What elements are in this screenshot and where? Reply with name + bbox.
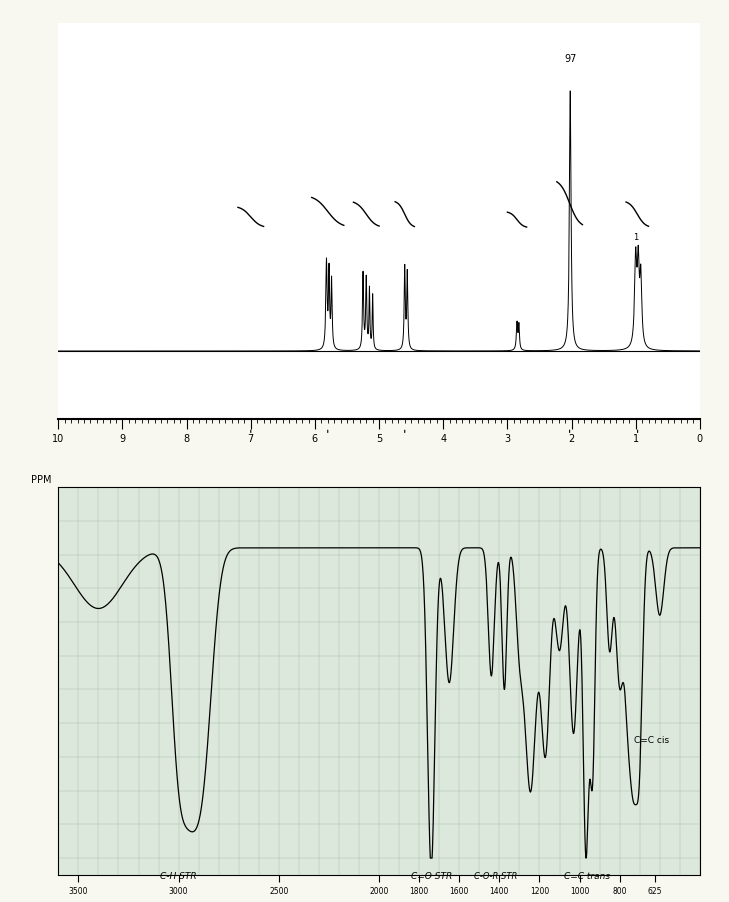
Text: PPM: PPM	[31, 475, 52, 485]
Text: 97: 97	[564, 53, 577, 64]
Text: 133.7: 133.7	[559, 487, 580, 492]
Text: C=C cis: C=C cis	[634, 735, 668, 744]
Text: 1.0
2.7: 1.0 2.7	[245, 487, 257, 500]
Text: C=C trans: C=C trans	[564, 871, 609, 880]
Text: 40.8: 40.8	[630, 487, 645, 492]
Text: 31.3: 31.3	[397, 487, 413, 492]
Text: 1.5  16.0
16.1  30.8: 1.5 16.0 16.1 30.8	[310, 487, 346, 500]
Text: C-H STR: C-H STR	[160, 871, 197, 880]
Text: C-O-R STR: C-O-R STR	[474, 871, 517, 880]
Text: 1: 1	[633, 233, 639, 242]
Text: C=O STR: C=O STR	[410, 871, 452, 880]
